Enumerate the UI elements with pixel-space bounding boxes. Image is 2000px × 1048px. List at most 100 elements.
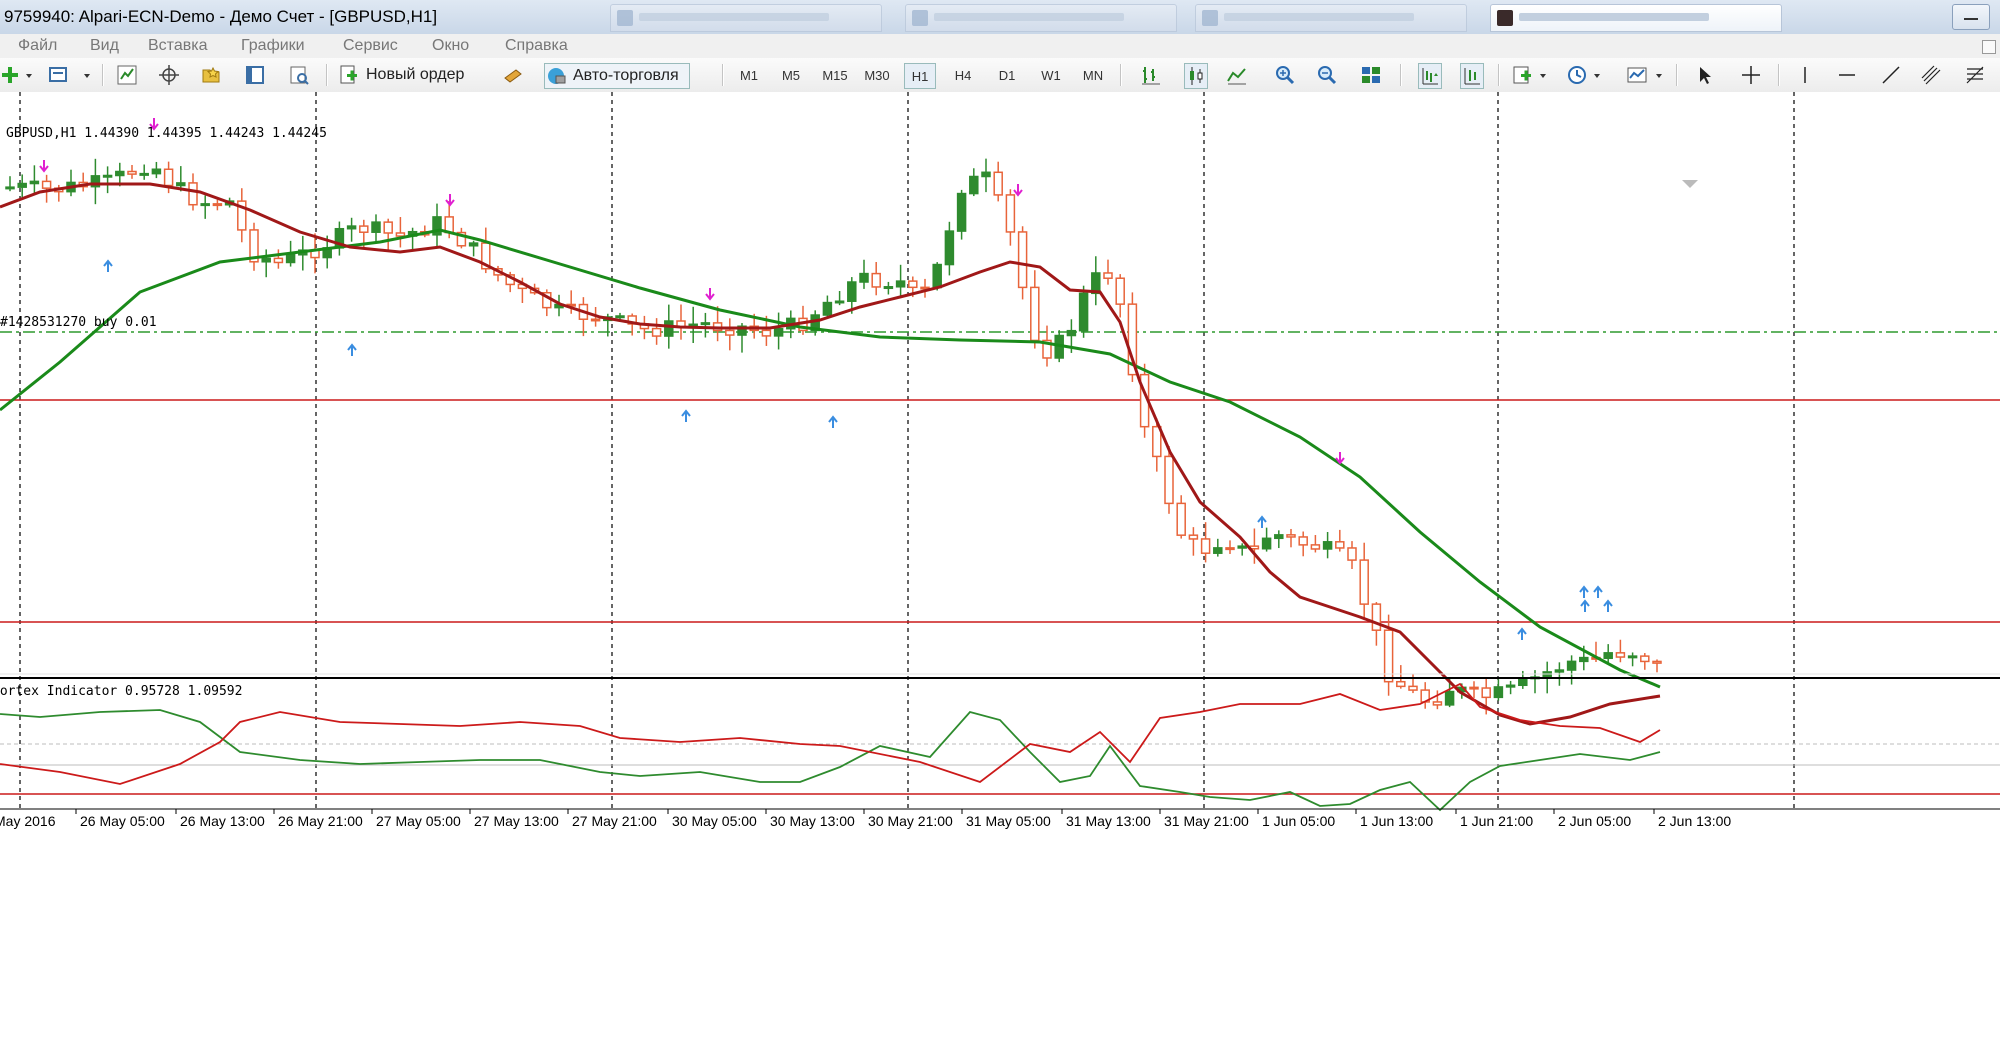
close-icon[interactable] [1982,40,1996,54]
candle-body [139,172,149,176]
candle-body [151,168,162,175]
menu-tools[interactable]: Сервис [343,37,398,54]
candle-body [1042,339,1052,359]
taskbar-tab[interactable] [1195,4,1467,32]
moving-average-fast [0,182,1661,726]
period-h1[interactable]: H1 [904,63,936,89]
menu-help[interactable]: Справка [505,37,568,54]
candle-body [285,254,296,264]
candle-body [1542,671,1552,678]
trendline-icon[interactable] [1880,63,1902,87]
time-axis-label: 30 May 21:00 [868,813,953,829]
chart-shift-icon[interactable] [1460,63,1484,89]
candle-body [237,200,247,231]
templates-icon[interactable] [1626,63,1648,87]
chevron-down-icon[interactable] [1540,74,1546,78]
bar-chart-icon[interactable] [1140,63,1162,87]
arrow-up-icon [1517,627,1527,640]
crosshair-icon[interactable] [1740,63,1762,87]
candle-body [700,322,711,326]
line-chart-icon[interactable] [1226,63,1248,87]
cursor-icon[interactable] [1694,63,1716,87]
time-axis-label: 1 Jun 05:00 [1262,813,1335,829]
candle-body [664,320,674,337]
arrow-up-icon [103,259,113,272]
taskbar-tab[interactable] [905,4,1177,32]
vortex-indicator-panel [0,682,2000,812]
chevron-down-icon[interactable] [84,74,90,78]
zoom-in-icon[interactable] [1274,63,1296,87]
menu-file[interactable]: Файл [18,37,58,54]
candle-body [1615,652,1626,658]
candle-body [1371,603,1382,631]
menu-charts[interactable]: Графики [241,37,305,54]
tile-windows-icon[interactable] [1360,63,1382,87]
zoom-out-icon[interactable] [1316,63,1338,87]
period-m5[interactable]: M5 [781,67,801,83]
candle-body [981,171,991,178]
taskbar-tab-active[interactable] [1490,4,1782,32]
candle-body [90,175,101,188]
candle-body [1359,559,1369,605]
time-axis-label: 1 Jun 21:00 [1460,813,1533,829]
menu-window[interactable]: Окно [432,37,470,54]
profiles-icon[interactable] [48,63,70,87]
chart-window[interactable]: GBPUSD,H1 1.44390 1.44395 1.44243 1.4424… [0,92,2000,1048]
candle-body [1274,534,1284,540]
equidistant-channel-icon[interactable] [1920,63,1942,87]
candle-body [41,180,52,189]
new-order-button[interactable]: Новый ордер [338,63,470,87]
candle-body [932,263,942,289]
candle-body [1579,656,1589,663]
candle-body [1115,277,1125,305]
metaeditor-icon[interactable] [502,63,524,87]
favorites-icon[interactable] [200,63,222,87]
period-m30[interactable]: M30 [864,67,890,83]
market-watch-icon[interactable] [116,63,138,87]
arrow-up-icon [828,415,838,428]
candle-body [1225,547,1235,551]
menu-insert[interactable]: Вставка [148,37,208,54]
menu-view[interactable]: Вид [90,37,119,54]
period-h4[interactable]: H4 [954,67,972,83]
candle-body [1627,655,1638,659]
chevron-down-icon[interactable] [1594,74,1600,78]
candle-body [822,301,833,316]
tab-title-blurred [934,13,1124,21]
chevron-down-icon[interactable] [1656,74,1662,78]
candle-body [944,230,955,266]
candle-body [1469,686,1479,690]
indicators-icon[interactable] [1512,63,1534,87]
minimize-button[interactable] [1952,4,1990,30]
candle-body [1164,455,1174,505]
candle-body [1652,660,1662,664]
period-m15[interactable]: M15 [822,67,848,83]
time-axis-label: 26 May 13:00 [180,813,265,829]
candle-body [1347,547,1357,561]
toolbar-separator [1400,64,1402,86]
period-m1[interactable]: M1 [739,67,759,83]
strategy-tester-icon[interactable] [288,63,310,87]
periods-clock-icon[interactable] [1566,63,1588,87]
candle-body [993,171,1003,196]
period-mn[interactable]: MN [1082,67,1104,83]
auto-trading-button[interactable]: Авто-торговля [544,63,690,89]
candlestick-icon[interactable] [1184,63,1208,89]
price-chart[interactable]: GBPUSD,H1 1.44390 1.44395 1.44243 1.4424… [0,92,2000,1048]
chevron-down-icon[interactable] [26,74,32,78]
period-w1[interactable]: W1 [1041,67,1061,83]
vertical-line-icon[interactable] [1794,63,1816,87]
toolbar-separator [326,64,328,86]
candle-body [956,192,967,232]
fibonacci-icon[interactable] [1964,63,1986,87]
horizontal-line-icon[interactable] [1836,63,1858,87]
tab-icon [617,10,633,26]
taskbar-tab[interactable] [610,4,882,32]
period-d1[interactable]: D1 [998,67,1016,83]
candle-body [346,225,357,230]
navigator-icon[interactable] [158,63,180,87]
autoscroll-icon[interactable] [1418,63,1442,89]
terminal-icon[interactable] [244,63,266,87]
new-chart-icon[interactable] [0,63,22,87]
candle-body [1640,655,1650,663]
